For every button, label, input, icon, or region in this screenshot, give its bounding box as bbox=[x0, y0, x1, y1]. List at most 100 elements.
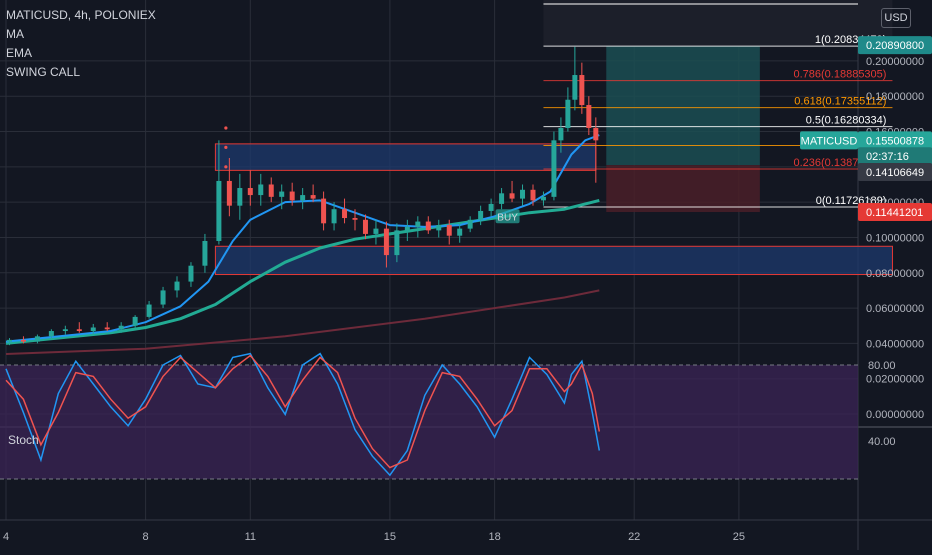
y-tick-label: 0.04000000 bbox=[866, 338, 924, 350]
candle-body bbox=[331, 209, 337, 224]
price-tag-text: 0.14106649 bbox=[866, 167, 924, 179]
price-tag bbox=[858, 147, 932, 166]
buy-signal-box bbox=[495, 209, 520, 224]
indicator-swing-call-label[interactable]: SWING CALL bbox=[6, 65, 81, 79]
candle-body bbox=[342, 209, 348, 219]
x-tick-label: 18 bbox=[488, 531, 500, 543]
stoch-y-tick-label: 40.00 bbox=[868, 436, 896, 448]
candle-body bbox=[321, 198, 327, 224]
candle-body bbox=[467, 219, 473, 229]
candle-body bbox=[499, 193, 505, 204]
swing-call-dot bbox=[224, 145, 228, 150]
price-tag bbox=[858, 131, 932, 150]
symbol-tag-text: MATICUSD bbox=[801, 135, 858, 147]
candle-body bbox=[188, 265, 194, 282]
candle-body bbox=[202, 240, 208, 266]
fib-label: 0.5(0.16280334) bbox=[806, 115, 887, 127]
stop-area bbox=[606, 165, 760, 213]
candle-body bbox=[174, 281, 180, 291]
stoch-line bbox=[5, 352, 601, 477]
price-tag-text: 0.15500878 bbox=[866, 135, 924, 147]
swing-call-dot bbox=[224, 126, 228, 130]
candle-body bbox=[565, 99, 571, 128]
candle-body bbox=[425, 221, 431, 231]
indicator-ma-label[interactable]: MA bbox=[6, 27, 24, 41]
candle-body bbox=[586, 105, 592, 128]
price-tag bbox=[858, 163, 932, 182]
indicator-ema-label[interactable]: EMA bbox=[6, 46, 33, 60]
candle-body bbox=[268, 184, 274, 197]
candle-body bbox=[394, 230, 400, 256]
candle-body bbox=[160, 290, 166, 305]
candle-body bbox=[593, 127, 599, 141]
series-line-long-ma bbox=[5, 289, 600, 355]
symbol-tag bbox=[800, 131, 858, 150]
profit-area bbox=[606, 45, 760, 166]
candle-body bbox=[247, 188, 253, 196]
candle-body bbox=[415, 221, 421, 227]
price-tag bbox=[858, 36, 932, 55]
candle-body bbox=[216, 180, 222, 241]
zone-rect bbox=[214, 143, 597, 171]
zone-rect bbox=[214, 245, 893, 276]
candle-body bbox=[34, 336, 40, 342]
fib-extension-area bbox=[543, 0, 893, 47]
stoch-line bbox=[5, 354, 601, 469]
y-tick-label: 0.10000000 bbox=[866, 232, 924, 244]
candle-body bbox=[258, 184, 264, 196]
y-tick-label: 0.06000000 bbox=[866, 303, 924, 315]
candle-body bbox=[551, 140, 557, 197]
candle-body bbox=[509, 193, 515, 199]
candle-body bbox=[383, 228, 389, 256]
price-tag-text: 02:37:16 bbox=[866, 151, 909, 163]
stoch-y-tick-label: 80.00 bbox=[868, 360, 896, 372]
price-tag-text: 0.20890800 bbox=[866, 40, 924, 52]
candlesticks bbox=[6, 46, 599, 346]
candle-body bbox=[104, 327, 110, 330]
candle-body bbox=[404, 226, 410, 231]
currency-button[interactable]: USD bbox=[881, 8, 911, 28]
candle-body bbox=[289, 191, 295, 201]
candle-body bbox=[118, 325, 124, 330]
candle-body bbox=[488, 203, 494, 211]
y-tick-label: 0.18000000 bbox=[866, 91, 924, 103]
candle-body bbox=[226, 180, 232, 206]
stoch-label[interactable]: Stoch bbox=[8, 433, 39, 447]
candle-body bbox=[300, 195, 306, 201]
candle-body bbox=[279, 191, 285, 197]
candle-body bbox=[310, 195, 316, 199]
axes[interactable]: 0.00000000 0.02000000 0.04000000 0.06000000… bbox=[3, 36, 932, 543]
candle-body bbox=[530, 189, 536, 201]
x-tick-label: 22 bbox=[628, 531, 640, 543]
x-tick-label: 25 bbox=[733, 531, 745, 543]
candle-body bbox=[62, 329, 68, 332]
candle-body bbox=[558, 127, 564, 141]
buy-signal-label: BUY bbox=[497, 212, 518, 223]
x-tick-label: 15 bbox=[384, 531, 396, 543]
price-tag-text: 0.11441201 bbox=[866, 207, 923, 219]
symbol-title[interactable]: MATICUSD, 4h, POLONIEX bbox=[6, 8, 156, 22]
y-tick-label: 0.08000000 bbox=[866, 268, 924, 280]
candle-body bbox=[446, 225, 452, 236]
candle-body bbox=[478, 210, 484, 220]
fib-label: 0.786(0.18885305) bbox=[793, 69, 886, 81]
swing-call-dot bbox=[224, 165, 228, 169]
fib-label: 0.618(0.17355112) bbox=[794, 96, 886, 108]
candle-body bbox=[520, 189, 526, 199]
y-tick-label: 0.00000000 bbox=[866, 409, 924, 421]
candle-body bbox=[76, 329, 82, 332]
candle-body bbox=[540, 196, 546, 201]
price-tag bbox=[858, 203, 932, 222]
candle-body bbox=[579, 75, 585, 106]
candle-body bbox=[20, 339, 26, 342]
support-resistance-zones bbox=[214, 143, 893, 276]
stoch-band bbox=[0, 365, 858, 479]
x-tick-label: 8 bbox=[143, 531, 149, 543]
candle-body bbox=[572, 75, 578, 100]
x-tick-label: 4 bbox=[3, 531, 9, 543]
candle-body bbox=[352, 218, 358, 220]
candle-body bbox=[457, 228, 463, 236]
candle-body bbox=[362, 219, 368, 234]
y-tick-label: 0.02000000 bbox=[866, 374, 924, 386]
